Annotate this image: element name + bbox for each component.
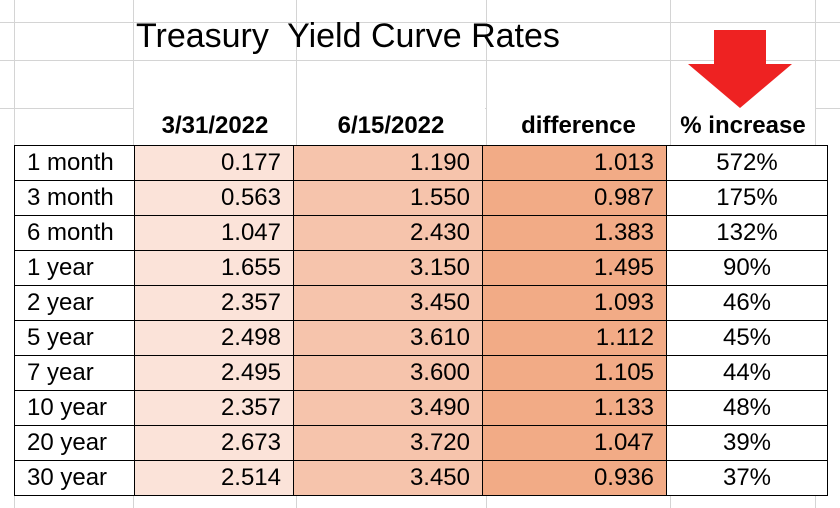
yield-6-15-2022-cell[interactable]: 1.550: [293, 180, 483, 216]
yield-3-31-2022-cell[interactable]: 1.047: [134, 215, 294, 251]
yield-6-15-2022-cell[interactable]: 3.600: [293, 355, 483, 391]
percent-increase-cell[interactable]: 44%: [666, 355, 828, 391]
term-cell[interactable]: 10 year: [14, 390, 135, 426]
yield-3-31-2022-cell[interactable]: 2.357: [134, 285, 294, 321]
term-cell[interactable]: 2 year: [14, 285, 135, 321]
difference-cell[interactable]: 0.936: [482, 460, 667, 496]
yield-table: 1 month 0.177 1.190 1.013 572% 3 month 0.563 1.…: [14, 145, 828, 496]
yield-6-15-2022-cell[interactable]: 2.430: [293, 215, 483, 251]
sheet-title: Treasury Yield Curve Rates: [136, 17, 560, 55]
term-cell[interactable]: 1 year: [14, 250, 135, 286]
difference-cell[interactable]: 1.133: [482, 390, 667, 426]
table-row: 2 year 2.357 3.450 1.093 46%: [14, 285, 828, 321]
yield-3-31-2022-cell[interactable]: 2.673: [134, 425, 294, 461]
difference-cell[interactable]: 1.383: [482, 215, 667, 251]
term-cell[interactable]: 30 year: [14, 460, 135, 496]
header-date-1: 3/31/2022: [134, 108, 296, 144]
yield-6-15-2022-cell[interactable]: 1.190: [293, 145, 483, 181]
difference-cell[interactable]: 1.093: [482, 285, 667, 321]
table-row: 1 month 0.177 1.190 1.013 572%: [14, 145, 828, 181]
percent-increase-cell[interactable]: 39%: [666, 425, 828, 461]
yield-3-31-2022-cell[interactable]: 0.177: [134, 145, 294, 181]
percent-increase-cell[interactable]: 48%: [666, 390, 828, 426]
difference-cell[interactable]: 0.987: [482, 180, 667, 216]
table-row: 1 year 1.655 3.150 1.495 90%: [14, 250, 828, 286]
yield-3-31-2022-cell[interactable]: 1.655: [134, 250, 294, 286]
table-row: 7 year 2.495 3.600 1.105 44%: [14, 355, 828, 391]
yield-3-31-2022-cell[interactable]: 2.495: [134, 355, 294, 391]
table-row: 20 year 2.673 3.720 1.047 39%: [14, 425, 828, 461]
percent-increase-cell[interactable]: 45%: [666, 320, 828, 356]
percent-increase-cell[interactable]: 37%: [666, 460, 828, 496]
yield-6-15-2022-cell[interactable]: 3.450: [293, 285, 483, 321]
yield-6-15-2022-cell[interactable]: 3.450: [293, 460, 483, 496]
header-difference: difference: [487, 108, 670, 144]
yield-3-31-2022-cell[interactable]: 2.357: [134, 390, 294, 426]
difference-cell[interactable]: 1.047: [482, 425, 667, 461]
difference-cell[interactable]: 1.013: [482, 145, 667, 181]
header-percent-increase: % increase: [671, 108, 815, 144]
yield-6-15-2022-cell[interactable]: 3.150: [293, 250, 483, 286]
table-row: 3 month 0.563 1.550 0.987 175%: [14, 180, 828, 216]
yield-3-31-2022-cell[interactable]: 2.514: [134, 460, 294, 496]
term-cell[interactable]: 6 month: [14, 215, 135, 251]
yield-6-15-2022-cell[interactable]: 3.490: [293, 390, 483, 426]
difference-cell[interactable]: 1.105: [482, 355, 667, 391]
difference-cell[interactable]: 1.495: [482, 250, 667, 286]
term-cell[interactable]: 5 year: [14, 320, 135, 356]
table-row: 5 year 2.498 3.610 1.112 45%: [14, 320, 828, 356]
table-row: 30 year 2.514 3.450 0.936 37%: [14, 460, 828, 496]
term-cell[interactable]: 1 month: [14, 145, 135, 181]
percent-increase-cell[interactable]: 175%: [666, 180, 828, 216]
red-down-arrow-icon: [688, 30, 792, 108]
table-row: 6 month 1.047 2.430 1.383 132%: [14, 215, 828, 251]
percent-increase-cell[interactable]: 572%: [666, 145, 828, 181]
yield-3-31-2022-cell[interactable]: 2.498: [134, 320, 294, 356]
percent-increase-cell[interactable]: 132%: [666, 215, 828, 251]
term-cell[interactable]: 7 year: [14, 355, 135, 391]
header-date-2: 6/15/2022: [297, 108, 485, 144]
yield-6-15-2022-cell[interactable]: 3.720: [293, 425, 483, 461]
yield-6-15-2022-cell[interactable]: 3.610: [293, 320, 483, 356]
term-cell[interactable]: 3 month: [14, 180, 135, 216]
yield-3-31-2022-cell[interactable]: 0.563: [134, 180, 294, 216]
percent-increase-cell[interactable]: 46%: [666, 285, 828, 321]
percent-increase-cell[interactable]: 90%: [666, 250, 828, 286]
term-cell[interactable]: 20 year: [14, 425, 135, 461]
difference-cell[interactable]: 1.112: [482, 320, 667, 356]
table-row: 10 year 2.357 3.490 1.133 48%: [14, 390, 828, 426]
